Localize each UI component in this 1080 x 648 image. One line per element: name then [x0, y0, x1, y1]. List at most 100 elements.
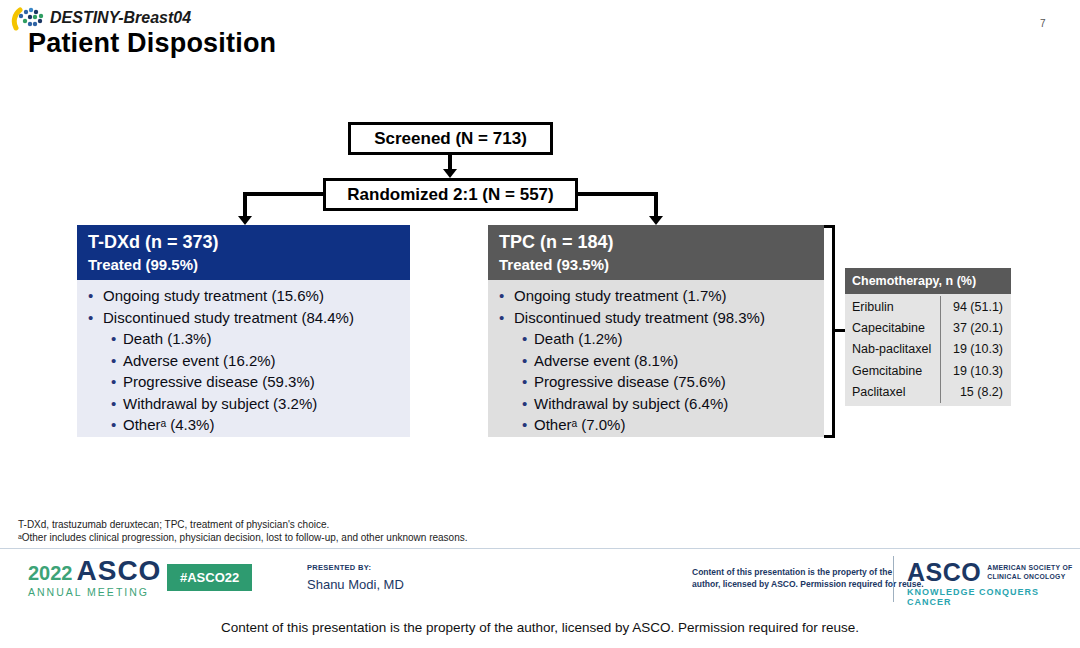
connector-right-vertical	[654, 192, 658, 217]
bullet-icon: •	[111, 393, 116, 415]
society-name-line2: CLINICAL ONCOLOGY	[987, 573, 1072, 582]
list-item: • Discontinued study treatment (98.3%)	[488, 307, 824, 329]
footer-vertical-divider	[893, 556, 894, 602]
list-item: • Progressive disease (59.3%)	[77, 371, 410, 393]
tdxd-arm-box: T-DXd (n = 373) Treated (99.5%) • Ongoing…	[77, 225, 410, 437]
asco-wordmark: ASCO	[907, 560, 981, 584]
list-item-label: Progressive disease (75.6%)	[534, 373, 726, 390]
reuse-caption: Content of this presentation is the prop…	[0, 620, 1080, 635]
page-title: Patient Disposition	[28, 28, 276, 59]
screened-label: Screened (N = 713)	[374, 129, 527, 149]
chemo-value-cell: 94 (51.1)	[941, 300, 1011, 314]
tdxd-arm-body: • Ongoing study treatment (15.6%) • Discon…	[77, 280, 410, 437]
table-row: Nab-paclitaxel 19 (10.3)	[845, 339, 1011, 360]
randomized-label: Randomized 2:1 (N = 557)	[347, 185, 553, 205]
bullet-icon: •	[111, 414, 116, 436]
connector-screened-randomized	[448, 155, 452, 170]
list-item: • Ongoing study treatment (1.7%)	[488, 285, 824, 307]
list-item-label: Ongoing study treatment (15.6%)	[103, 287, 324, 304]
list-item-label: Adverse event (8.1%)	[534, 352, 678, 369]
tpc-arm-header: TPC (n = 184) Treated (93.5%)	[488, 225, 824, 280]
randomized-box: Randomized 2:1 (N = 557)	[323, 178, 578, 211]
asco-society-logo: ASCO AMERICAN SOCIETY OF CLINICAL ONCOLO…	[907, 560, 1080, 607]
bullet-icon: •	[111, 328, 116, 350]
chemotherapy-table-body: Eribulin 94 (51.1) Capecitabine 37 (20.1…	[845, 294, 1011, 406]
asco-annual-meeting-logo: 2022 ASCO ANNUAL MEETING	[28, 559, 161, 598]
list-item-label: Death (1.2%)	[534, 330, 622, 347]
list-item-label: Withdrawal by subject (6.4%)	[534, 395, 728, 412]
tdxd-arm-subtitle: Treated (99.5%)	[88, 255, 410, 275]
connector-right-horizontal	[578, 192, 658, 196]
bullet-icon: •	[88, 285, 93, 307]
bullet-icon: •	[499, 307, 504, 329]
list-item: • Adverse event (8.1%)	[488, 350, 824, 372]
list-item: •Withdrawal by subject (3.2%)	[77, 393, 410, 415]
list-item: • Death (1.2%)	[488, 328, 824, 350]
slide-number: 7	[1040, 18, 1046, 29]
license-statement-line1: Content of this presentation is the prop…	[692, 567, 924, 579]
footer-divider	[0, 548, 1080, 549]
bullet-icon: •	[522, 328, 527, 350]
chemo-value-cell: 37 (20.1)	[941, 321, 1011, 335]
bullet-icon: •	[522, 371, 527, 393]
list-item: • Withdrawal by subject (6.4%)	[488, 393, 824, 415]
list-item-label: Progressive disease (59.3%)	[123, 373, 315, 390]
connector-left-horizontal	[243, 192, 323, 196]
list-item: • Otherᵃ (4.3%)	[77, 414, 410, 436]
table-row: Paclitaxel 15 (8.2)	[845, 382, 1011, 403]
list-item: • Ongoing study treatment (15.6%)	[77, 285, 410, 307]
bullet-icon: •	[499, 285, 504, 307]
list-item: •Death (1.3%)	[77, 328, 410, 350]
footnotes: T-DXd, trastuzumab deruxtecan; TPC, trea…	[18, 518, 468, 544]
connector-left-vertical	[243, 192, 247, 217]
presented-by-label: PRESENTED BY:	[307, 563, 404, 572]
footnote-abbreviations: T-DXd, trastuzumab deruxtecan; TPC, trea…	[18, 518, 468, 531]
tdxd-arm-title: T-DXd (n = 373)	[88, 229, 410, 255]
list-item: • Progressive disease (75.6%)	[488, 371, 824, 393]
tpc-arm-body: • Ongoing study treatment (1.7%) • Discont…	[488, 280, 824, 437]
list-item-label: Ongoing study treatment (1.7%)	[514, 287, 727, 304]
chemo-name-cell: Gemcitabine	[845, 360, 941, 381]
society-name: AMERICAN SOCIETY OF CLINICAL ONCOLOGY	[987, 560, 1072, 584]
bullet-icon: •	[88, 307, 93, 329]
arrowhead-icon	[443, 169, 457, 178]
tpc-arm-box: TPC (n = 184) Treated (93.5%) • Ongoing s…	[488, 225, 824, 437]
list-item: • Otherᵃ (7.0%)	[488, 414, 824, 436]
list-item-label: Otherᵃ (4.3%)	[123, 416, 214, 433]
meeting-subtitle: ANNUAL MEETING	[28, 586, 161, 598]
society-name-line1: AMERICAN SOCIETY OF	[987, 564, 1072, 573]
table-row: Gemcitabine 19 (10.3)	[845, 360, 1011, 381]
bullet-icon: •	[522, 393, 527, 415]
screened-box: Screened (N = 713)	[348, 122, 553, 155]
chemo-name-cell: Capecitabine	[845, 317, 941, 338]
presenter-block: PRESENTED BY: Shanu Modi, MD	[307, 563, 404, 592]
tpc-arm-title: TPC (n = 184)	[499, 229, 824, 255]
list-item-label: Discontinued study treatment (84.4%)	[103, 309, 354, 326]
bullet-icon: •	[111, 350, 116, 372]
meeting-asco-wordmark: ASCO	[77, 559, 162, 583]
list-item-label: Adverse event (16.2%)	[123, 352, 276, 369]
chemotherapy-table: Chemotherapy, n (%) Eribulin 94 (51.1) C…	[845, 268, 1011, 406]
list-item: • Adverse event (16.2%)	[77, 350, 410, 372]
license-statement: Content of this presentation is the prop…	[692, 567, 924, 590]
tpc-arm-subtitle: Treated (93.5%)	[499, 255, 824, 275]
meeting-year: 2022	[28, 562, 73, 585]
chemo-name-cell: Eribulin	[845, 296, 941, 317]
arrowhead-icon	[649, 216, 663, 225]
tdxd-arm-header: T-DXd (n = 373) Treated (99.5%)	[77, 225, 410, 280]
list-item-label: Otherᵃ (7.0%)	[534, 416, 625, 433]
list-item-label: Discontinued study treatment (98.3%)	[514, 309, 765, 326]
arrowhead-icon	[238, 216, 252, 225]
bullet-icon: •	[111, 371, 116, 393]
list-item: • Discontinued study treatment (84.4%)	[77, 307, 410, 329]
asco-tagline: KNOWLEDGE CONQUERS CANCER	[907, 587, 1080, 607]
table-row: Eribulin 94 (51.1)	[845, 296, 1011, 317]
bullet-icon: •	[522, 414, 527, 436]
chemo-value-cell: 15 (8.2)	[941, 385, 1011, 399]
hashtag-badge: #ASCO22	[167, 564, 252, 591]
chemo-value-cell: 19 (10.3)	[941, 364, 1011, 378]
chemotherapy-table-header: Chemotherapy, n (%)	[845, 268, 1011, 294]
asco-meeting-logo-icon	[10, 3, 48, 31]
table-row: Capecitabine 37 (20.1)	[845, 317, 1011, 338]
bullet-icon: •	[522, 350, 527, 372]
